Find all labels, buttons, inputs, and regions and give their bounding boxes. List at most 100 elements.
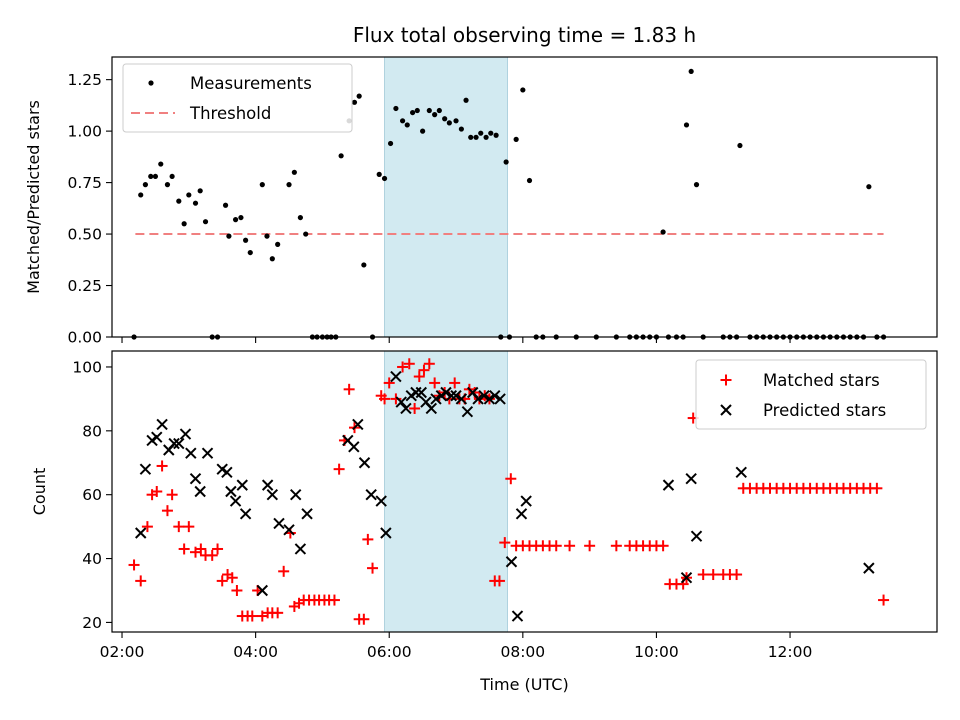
measurement-point bbox=[866, 184, 872, 190]
predicted-star-point bbox=[472, 393, 484, 405]
chart-title: Flux total observing time = 1.83 h bbox=[353, 23, 696, 47]
measurement-point bbox=[693, 182, 700, 188]
predicted-star-point bbox=[225, 485, 237, 498]
matched-star-point bbox=[278, 565, 290, 577]
measurement-point bbox=[526, 177, 533, 184]
predicted-star-point bbox=[189, 473, 202, 485]
measurement-point bbox=[503, 159, 509, 165]
predicted-stars-points bbox=[135, 370, 875, 622]
predicted-star-point bbox=[239, 508, 252, 520]
measurement-point bbox=[660, 229, 666, 235]
matched-star-point bbox=[390, 393, 402, 405]
measurement-point bbox=[243, 237, 249, 243]
predicted-star-point bbox=[680, 572, 693, 584]
measurement-point bbox=[138, 192, 144, 198]
predicted-star-point bbox=[455, 393, 468, 405]
predicted-star-point bbox=[478, 389, 490, 402]
predicted-star-point bbox=[289, 488, 302, 501]
measurement-point bbox=[269, 256, 275, 262]
legend-label-predicted-stars: Predicted stars bbox=[763, 401, 886, 420]
matched-stars-points bbox=[128, 358, 890, 625]
measurement-point bbox=[683, 122, 690, 128]
legend-marker-matched-stars bbox=[720, 374, 732, 386]
predicted-star-point bbox=[450, 389, 462, 402]
matched-star-point bbox=[328, 594, 340, 606]
matched-star-point bbox=[697, 569, 709, 581]
predicted-star-point bbox=[185, 447, 197, 459]
measurement-point bbox=[152, 173, 159, 180]
x-tick-label: 08:00 bbox=[500, 643, 545, 661]
predicted-star-point bbox=[266, 488, 279, 501]
matched-star-point bbox=[429, 377, 441, 389]
matched-star-point bbox=[272, 607, 284, 619]
y-tick-label: 0.50 bbox=[67, 226, 102, 244]
bottom-x-ticks: 02:00 04:00 06:00 08:00 10:00 12:00 bbox=[100, 632, 813, 661]
measurement-point bbox=[414, 107, 420, 114]
matched-star-point bbox=[135, 575, 147, 587]
measurement-point bbox=[361, 262, 367, 268]
predicted-star-point bbox=[156, 418, 168, 431]
matched-star-point bbox=[141, 521, 153, 533]
bottom-legend-box bbox=[695, 359, 927, 430]
measurement-point bbox=[410, 109, 416, 116]
matched-star-point bbox=[183, 521, 195, 533]
measurement-point bbox=[493, 132, 499, 138]
matched-star-point bbox=[707, 569, 719, 581]
predicted-star-point bbox=[735, 466, 747, 479]
measurement-point bbox=[473, 134, 479, 140]
measurement-point bbox=[351, 99, 358, 105]
predicted-star-point bbox=[511, 610, 524, 622]
matched-star-point bbox=[195, 543, 207, 555]
predicted-star-point bbox=[229, 495, 242, 507]
predicted-star-point bbox=[256, 584, 269, 597]
measurement-point bbox=[176, 198, 182, 204]
predicted-star-point bbox=[139, 463, 152, 475]
matched-star-point bbox=[493, 575, 505, 587]
matched-star-point bbox=[383, 377, 395, 389]
predicted-star-point bbox=[863, 562, 875, 574]
matched-star-point bbox=[610, 540, 622, 552]
predicted-star-point bbox=[365, 488, 377, 501]
measurement-point bbox=[387, 140, 394, 147]
legend-label-threshold: Threshold bbox=[189, 104, 271, 123]
matched-star-point bbox=[403, 358, 415, 370]
measurement-point bbox=[688, 68, 694, 75]
measurement-point bbox=[202, 219, 209, 225]
measurement-point bbox=[436, 107, 442, 114]
x-tick-label: 02:00 bbox=[100, 643, 145, 661]
measurement-point bbox=[169, 173, 175, 180]
measurement-point bbox=[381, 175, 388, 182]
bottom-panel: 20 40 60 80 100 02:00 04:00 06:00 08:00 10:00 12:… bbox=[30, 350, 938, 694]
measurement-point bbox=[303, 231, 309, 237]
measurement-point bbox=[520, 87, 526, 93]
y-tick-label: 20 bbox=[82, 614, 102, 632]
measurement-point bbox=[420, 128, 426, 134]
legend-label-matched-stars: Matched stars bbox=[763, 371, 880, 390]
measurement-point bbox=[463, 97, 469, 103]
predicted-star-point bbox=[173, 437, 185, 450]
measurement-point bbox=[164, 182, 171, 188]
predicted-star-point bbox=[135, 527, 147, 539]
x-tick-label: 12:00 bbox=[768, 643, 813, 661]
measurement-point bbox=[393, 105, 399, 112]
predicted-star-point bbox=[505, 556, 518, 568]
predicted-star-point bbox=[415, 386, 427, 399]
measurement-point bbox=[226, 233, 232, 239]
y-tick-label: 0.25 bbox=[67, 277, 102, 295]
matched-star-point bbox=[128, 559, 140, 571]
measurement-point bbox=[737, 142, 743, 149]
predicted-star-point bbox=[520, 495, 532, 507]
y-tick-label: 60 bbox=[82, 486, 102, 504]
matched-star-point bbox=[362, 533, 374, 545]
predicted-star-point bbox=[515, 508, 528, 520]
measurement-point bbox=[513, 136, 519, 142]
matched-star-point bbox=[449, 377, 461, 389]
matched-star-point bbox=[161, 505, 173, 517]
x-tick-label: 10:00 bbox=[634, 643, 679, 661]
predicted-star-point bbox=[352, 418, 364, 431]
predicted-star-point bbox=[201, 447, 214, 459]
measurement-point bbox=[192, 200, 199, 206]
matched-star-point bbox=[657, 540, 669, 552]
legend-cross-glyph bbox=[720, 404, 732, 416]
